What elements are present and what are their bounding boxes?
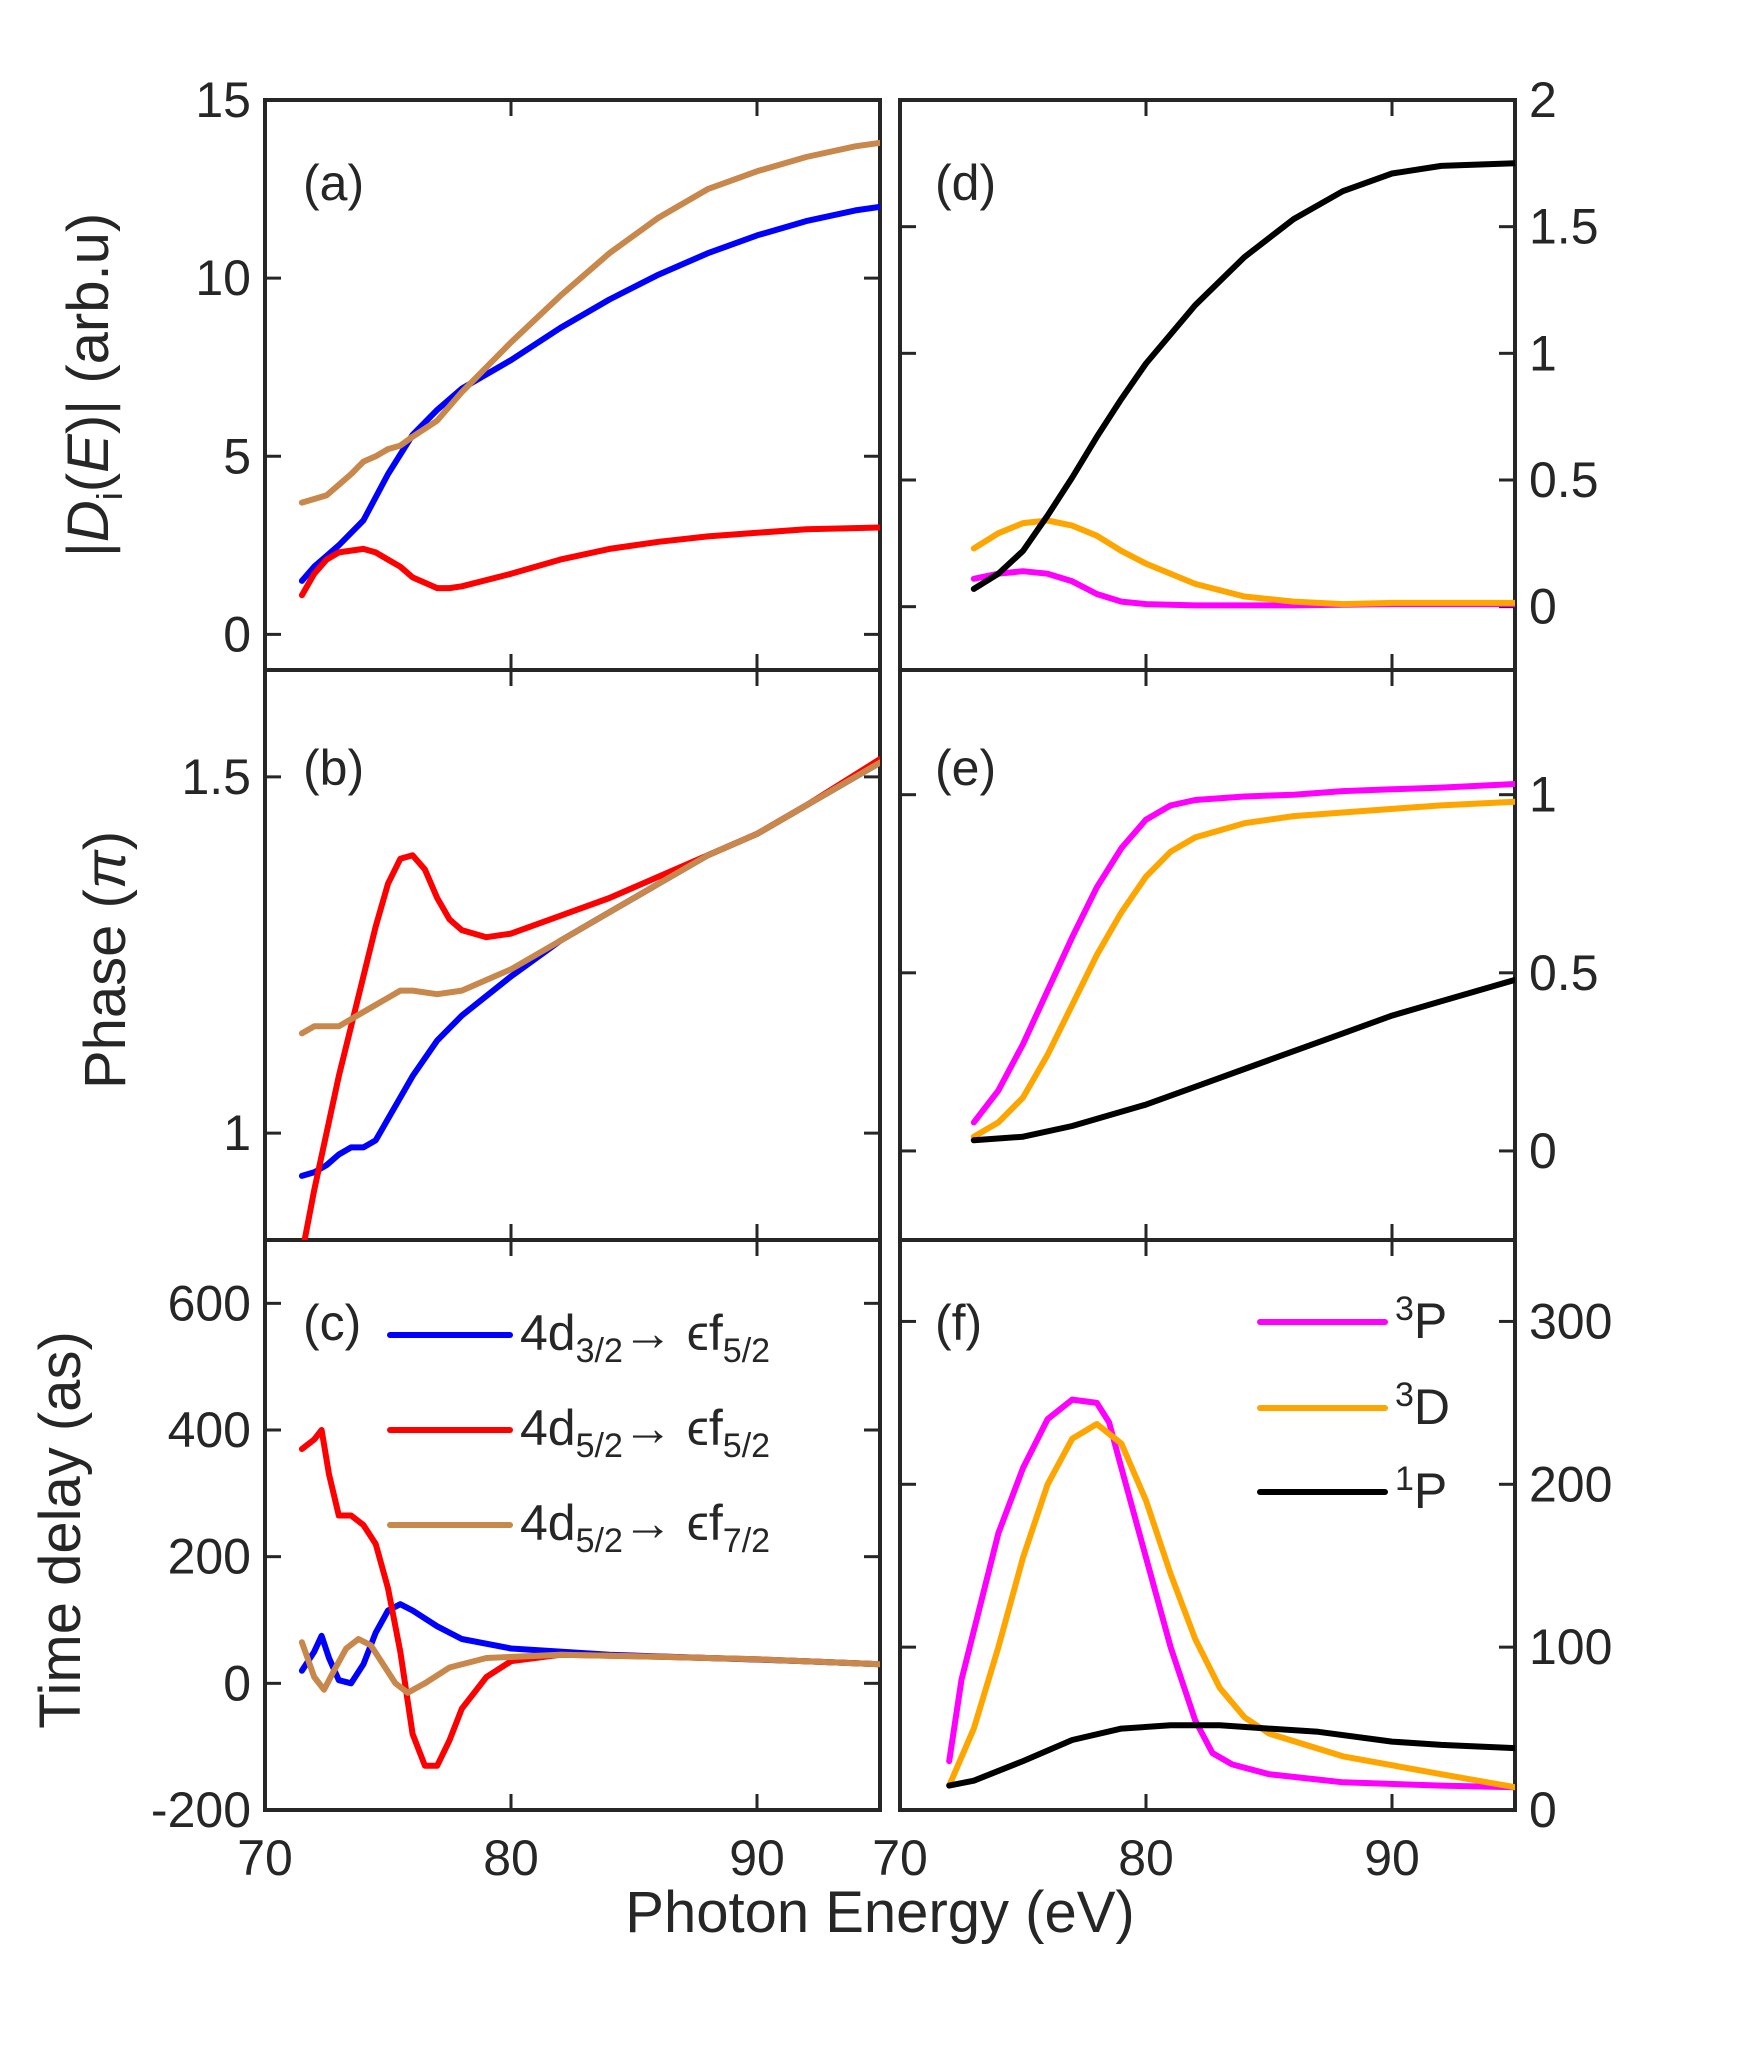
legend-entry-1P: 1P [1395, 1460, 1447, 1519]
xtick-label-f: 70 [872, 1830, 928, 1886]
series-f-3D [946, 1421, 1515, 1791]
series-d-3D [970, 517, 1515, 608]
ytick-label-d: 2 [1529, 72, 1557, 128]
series-d-1P [970, 160, 1515, 592]
ytick-label-c: 200 [168, 1529, 251, 1585]
ytick-label-c: -200 [151, 1782, 251, 1838]
legend-entry-4d5-f7: 4d5/2→ ϵf7/2 [520, 1495, 770, 1560]
panel-c-frame [263, 1238, 882, 1812]
panel-label-b: (b) [303, 740, 364, 796]
ytick-label-d: 1 [1529, 325, 1557, 381]
ytick-label-f: 100 [1529, 1619, 1612, 1675]
panel-label-f: (f) [935, 1295, 982, 1351]
panel-label-d: (d) [935, 155, 996, 211]
series-a-4d5-2-f5-2 [298, 524, 880, 599]
panel-label-e: (e) [935, 740, 996, 796]
ylabel-a: |Di(E)| (arb.u) [56, 213, 130, 557]
legend-left: 4d3/2→ ϵf5/2 4d5/2→ ϵf5/2 4d5/2→ ϵf7/2 [387, 1305, 770, 1560]
ytick-label-c: 600 [168, 1275, 251, 1331]
ytick-label-b: 1.5 [181, 749, 251, 805]
legend-right: 3P 3D 1P [1257, 1290, 1450, 1519]
ytick-label-c: 400 [168, 1402, 251, 1458]
series-e-3P [970, 781, 1515, 1126]
xtick-label-c: 70 [237, 1830, 293, 1886]
ytick-label-e: 0 [1529, 1123, 1557, 1179]
ytick-label-a: 5 [223, 428, 251, 484]
xtick-label-c: 80 [483, 1830, 539, 1886]
series-a-4d3-2-f5-2 [298, 203, 880, 584]
panel-f-frame [898, 1238, 1517, 1812]
ytick-label-d: 0 [1529, 579, 1557, 635]
ytick-label-e: 0.5 [1529, 945, 1599, 1001]
ytick-label-d: 0.5 [1529, 452, 1599, 508]
xtick-label-f: 80 [1118, 1830, 1174, 1886]
ytick-label-a: 10 [195, 250, 251, 306]
ylabel-b: Phase (π) [73, 831, 138, 1089]
xtick-label-f: 90 [1364, 1830, 1420, 1886]
ytick-label-d: 1.5 [1529, 199, 1599, 255]
series-c-4d5-2-f7-2 [298, 1636, 880, 1696]
ytick-label-c: 0 [223, 1655, 251, 1711]
ytick-label-e: 1 [1529, 767, 1557, 823]
series-b-4d5-2-f7-2 [298, 759, 880, 1037]
series-a-4d5-2-f7-2 [298, 139, 880, 506]
series-f-3P [946, 1396, 1515, 1791]
ytick-label-f: 200 [1529, 1456, 1612, 1512]
legend-entry-4d5-f5: 4d5/2→ ϵf5/2 [520, 1400, 770, 1465]
series-b-4d5-2-f5-2 [301, 756, 880, 1240]
ytick-label-f: 300 [1529, 1293, 1612, 1349]
panel-label-a: (a) [303, 155, 364, 211]
ytick-label-b: 1 [223, 1105, 251, 1161]
ytick-label-a: 15 [195, 72, 251, 128]
panel-label-c: (c) [303, 1295, 361, 1351]
xlabel: Photon Energy (eV) [625, 1880, 1134, 1945]
series-e-1P [970, 976, 1515, 1144]
legend-entry-3D: 3D [1395, 1376, 1450, 1435]
ylabel-c: Time delay (as) [28, 1331, 93, 1729]
xtick-label-c: 90 [729, 1830, 785, 1886]
legend-entry-4d3-f5: 4d3/2→ ϵf5/2 [520, 1305, 770, 1370]
curves-layer [298, 139, 1515, 1791]
series-f-1P [946, 1722, 1515, 1789]
legend-entry-3P: 3P [1395, 1290, 1447, 1349]
series-e-3D [970, 798, 1515, 1140]
ytick-label-f: 0 [1529, 1782, 1557, 1838]
series-b-4d3-2-f5-2 [298, 759, 880, 1179]
ytick-label-a: 0 [223, 606, 251, 662]
series-c-4d5-2-f5-2 [298, 1427, 880, 1769]
